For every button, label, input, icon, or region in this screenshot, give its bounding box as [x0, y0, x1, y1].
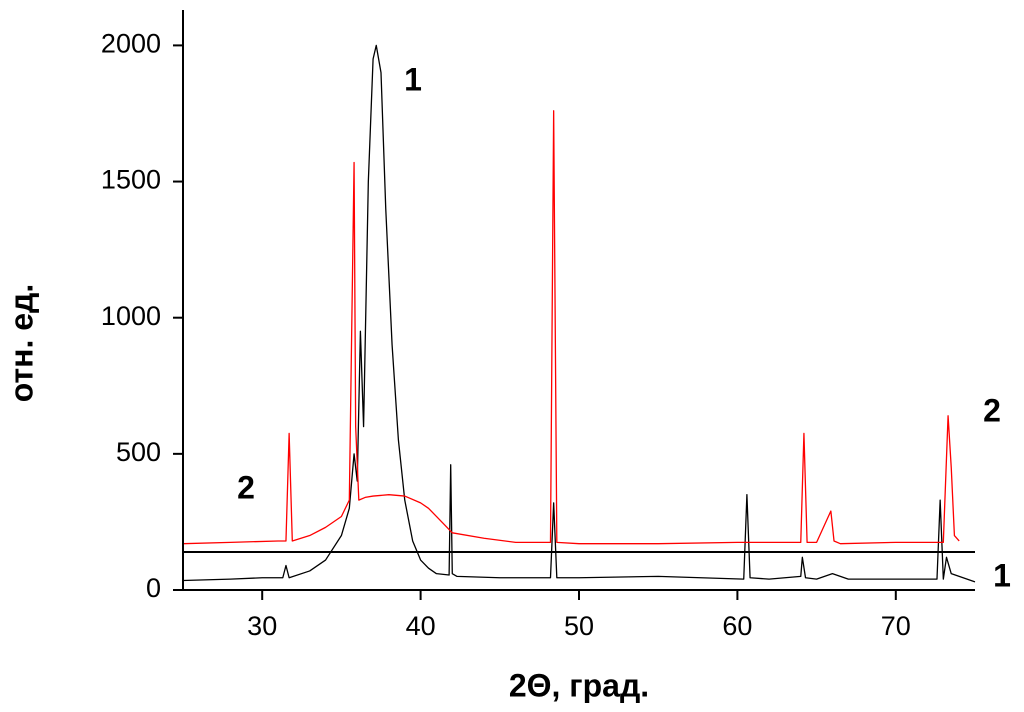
x-tick-label: 40 [406, 611, 436, 641]
x-tick-label: 30 [247, 611, 277, 641]
series-line [182, 44, 976, 583]
y-axis-label: отн. ед. [3, 284, 39, 403]
annotation: 2 [237, 469, 255, 505]
x-tick-label: 70 [881, 611, 911, 641]
y-tick-label: 0 [146, 573, 161, 603]
y-tick-label: 1500 [101, 165, 161, 195]
y-tick-label: 500 [116, 437, 161, 467]
annotation: 1 [993, 557, 1011, 593]
y-tick-label: 2000 [101, 29, 161, 59]
x-tick-label: 60 [722, 611, 752, 641]
annotation: 2 [983, 392, 1001, 428]
annotation: 1 [404, 61, 422, 97]
y-tick-label: 1000 [101, 301, 161, 331]
x-axis-label: 2Θ, град. [509, 667, 649, 703]
x-tick-label: 50 [564, 611, 594, 641]
series-line [182, 110, 960, 545]
plot-area [182, 44, 976, 583]
